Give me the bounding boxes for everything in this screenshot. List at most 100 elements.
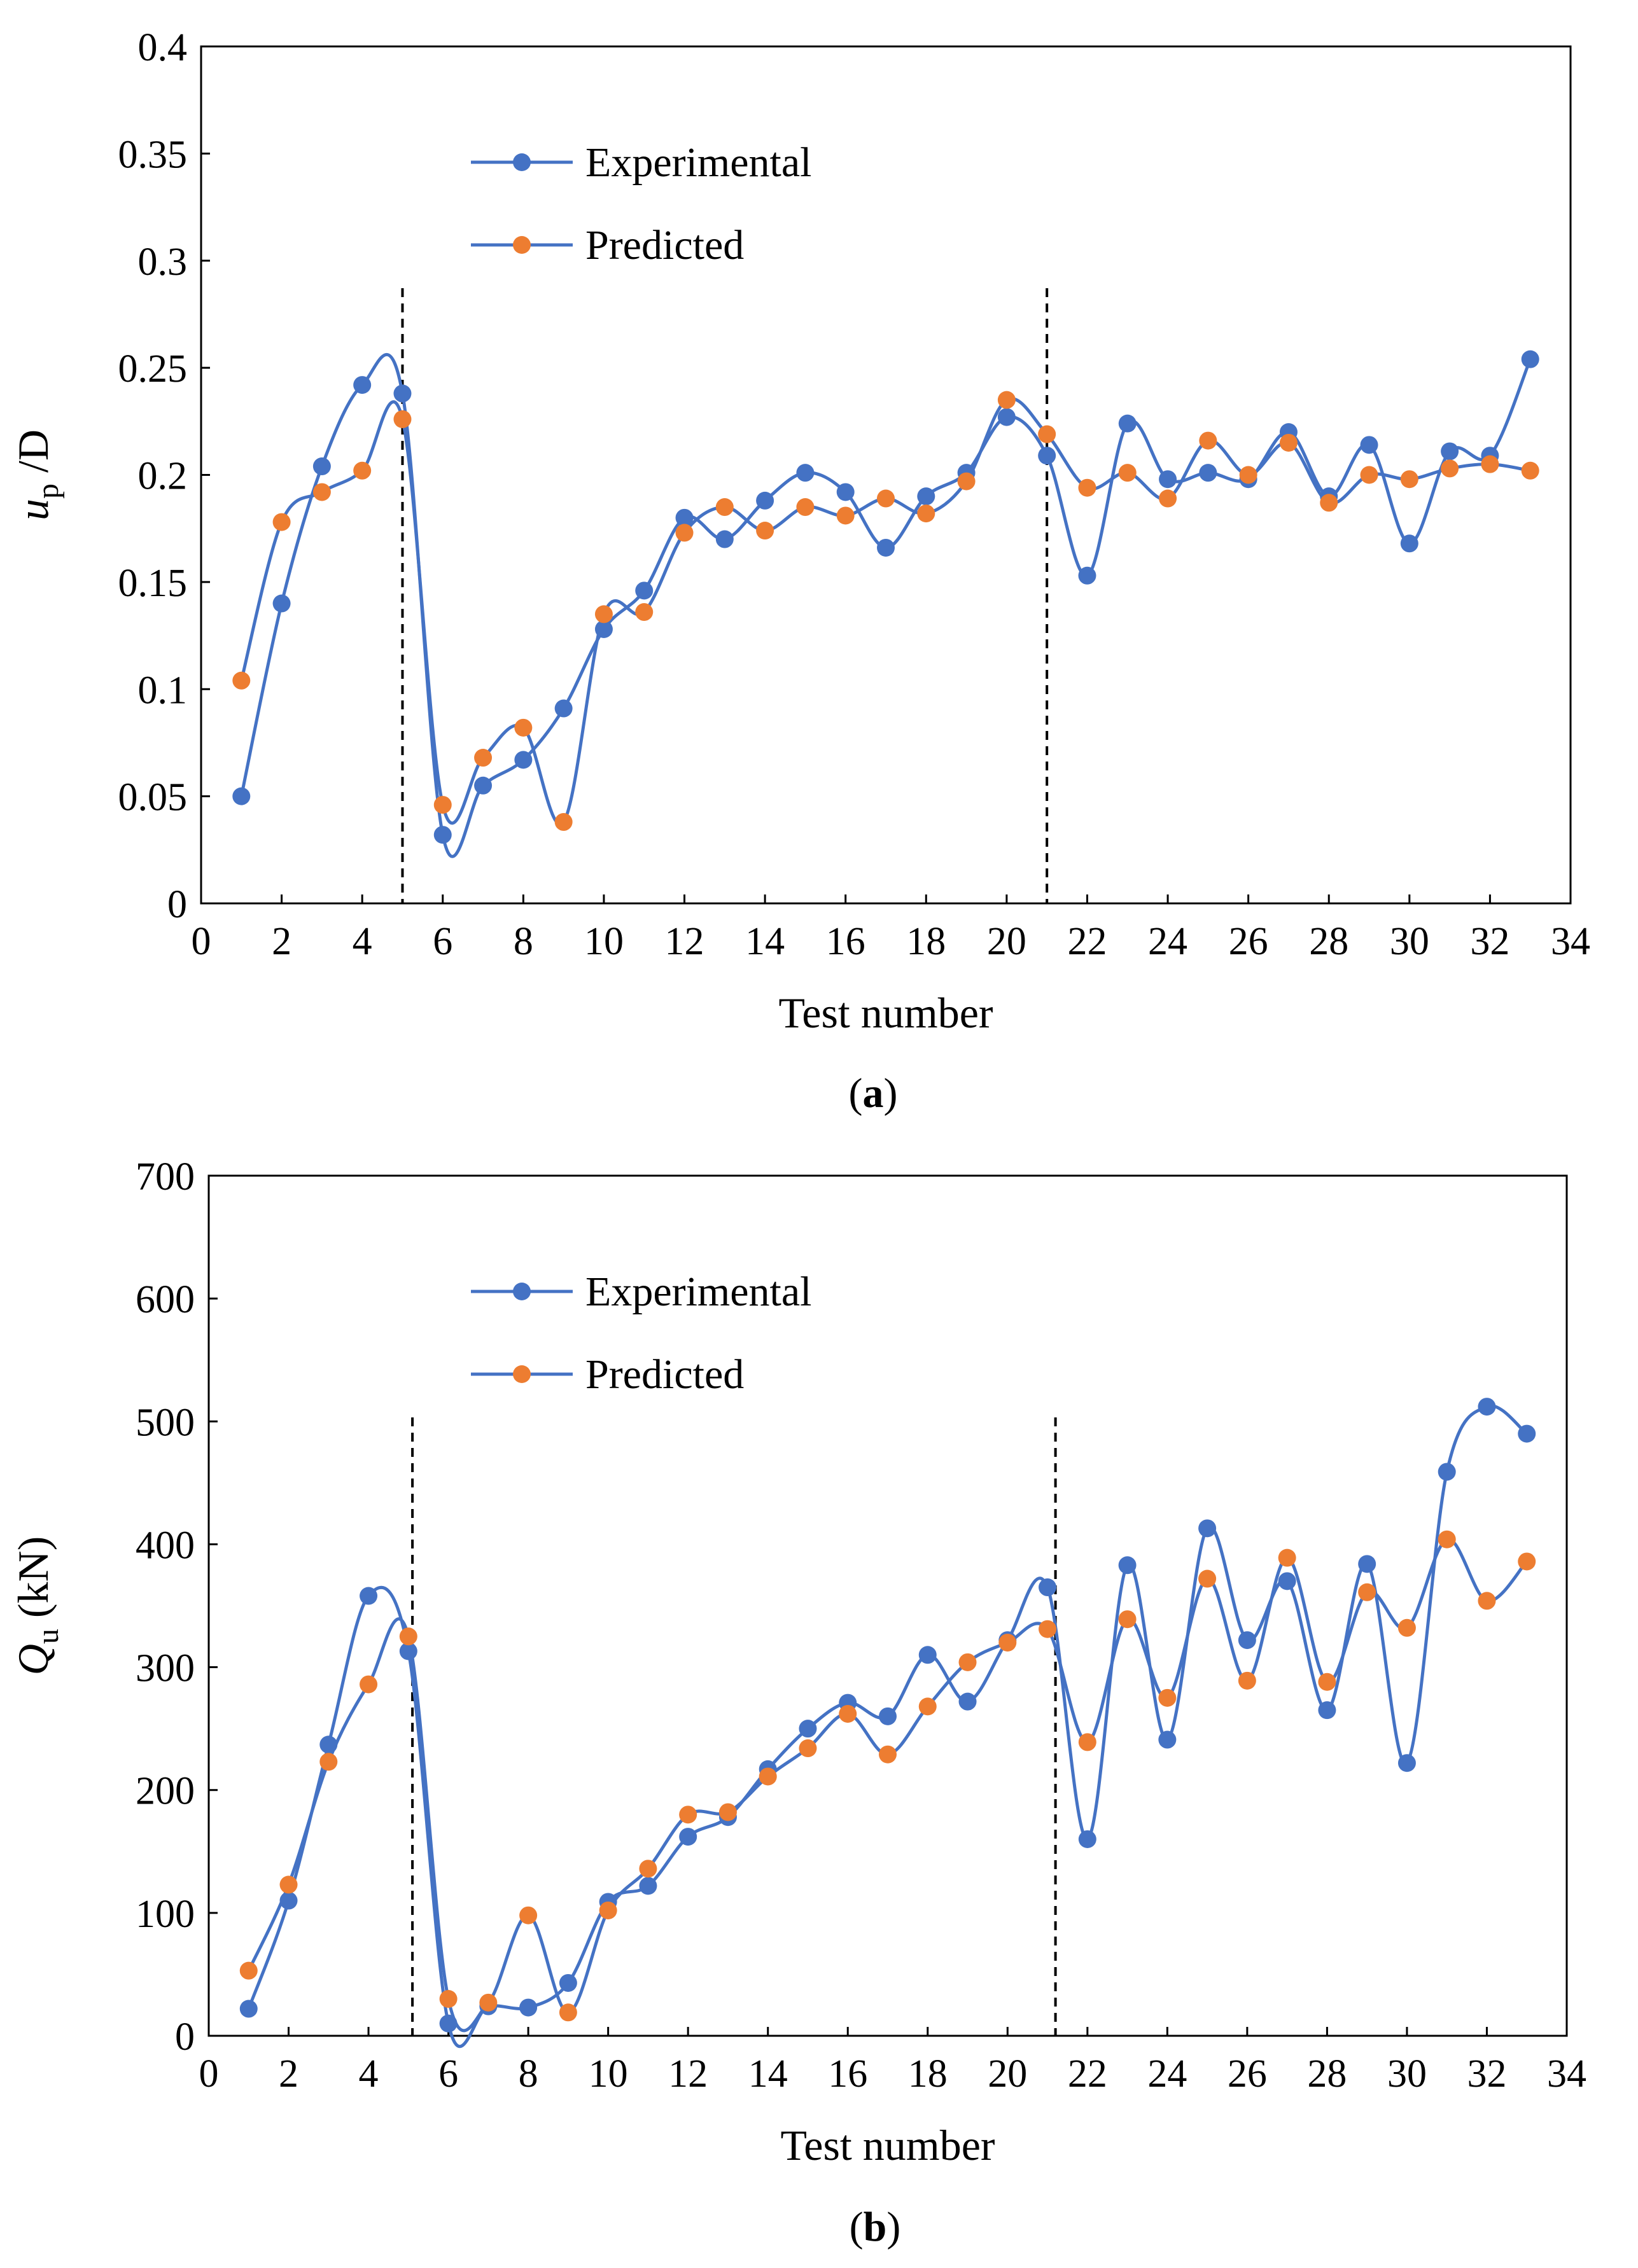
x-tick-label: 20: [987, 920, 1026, 963]
data-point-experimental: [836, 483, 855, 501]
data-point-experimental: [239, 2000, 258, 2018]
x-tick-label: 8: [514, 920, 533, 963]
y-tick-label: 0.4: [138, 26, 188, 69]
y-axis-title: up /D: [9, 429, 65, 520]
data-point-experimental: [635, 581, 654, 600]
data-point-experimental: [393, 384, 412, 403]
data-point-predicted: [679, 1805, 697, 1824]
data-point-predicted: [1521, 461, 1539, 480]
data-point-experimental: [559, 1973, 577, 1992]
x-tick-label: 10: [584, 920, 624, 963]
legend-label: Predicted: [585, 222, 744, 268]
data-point-experimental: [1360, 436, 1378, 454]
legend-marker: [513, 1283, 531, 1300]
data-point-predicted: [1078, 1733, 1096, 1751]
data-point-predicted: [796, 498, 815, 517]
x-tick-label: 30: [1387, 2052, 1427, 2096]
data-point-experimental: [1039, 1578, 1057, 1597]
data-point-predicted: [594, 605, 613, 623]
x-tick-label: 0: [192, 920, 211, 963]
data-point-predicted: [232, 671, 251, 690]
y-axis-suffix: /D: [9, 429, 57, 484]
data-point-experimental: [675, 508, 694, 527]
y-axis-subscript: p: [31, 484, 65, 499]
data-point-predicted: [1518, 1552, 1536, 1571]
data-point-predicted: [1481, 455, 1499, 473]
data-point-predicted: [393, 410, 412, 428]
y-axis-title: Qu (kN): [9, 1536, 65, 1676]
data-point-predicted: [559, 2003, 577, 2022]
y-tick-label: 0: [175, 2015, 195, 2059]
data-point-experimental: [1441, 442, 1459, 461]
y-tick-label: 0.25: [118, 347, 188, 391]
y-axis-symbol: Q: [9, 1644, 57, 1675]
data-point-predicted: [1158, 1688, 1177, 1707]
data-point-predicted: [353, 461, 372, 480]
legend-label: Experimental: [585, 1269, 812, 1315]
x-tick-label: 28: [1309, 920, 1348, 963]
data-point-predicted: [1118, 464, 1137, 482]
data-point-predicted: [1400, 470, 1418, 489]
data-point-predicted: [479, 1993, 498, 2012]
data-point-experimental: [679, 1828, 697, 1846]
plot-area-frame: [207, 1174, 1568, 2037]
data-point-experimental: [1038, 447, 1056, 465]
data-point-experimental: [958, 1692, 977, 1711]
panel-label-letter: a: [863, 1070, 884, 1117]
y-tick-label: 0.15: [118, 562, 188, 605]
data-point-experimental: [1318, 1701, 1336, 1720]
data-point-experimental: [918, 1646, 937, 1664]
x-axis-title: Test number: [778, 989, 993, 1037]
panel-a-chart: 0 2 4 6 8 10 12 14 16 18 20 22 24 26 28 30 32 3400.050.10…: [9, 26, 1590, 1117]
data-point-predicted: [319, 1753, 338, 1771]
x-tick-label: 8: [519, 2052, 538, 2096]
data-point-predicted: [1320, 494, 1338, 512]
data-point-predicted: [918, 1697, 937, 1716]
y-tick-label: 0.05: [118, 776, 188, 819]
x-tick-label: 20: [988, 2052, 1027, 2096]
data-point-predicted: [839, 1704, 857, 1723]
data-point-experimental: [1078, 1830, 1096, 1848]
data-point-experimental: [433, 826, 452, 844]
data-point-predicted: [917, 504, 935, 523]
data-point-predicted: [519, 1906, 538, 1924]
y-axis-suffix: (kN): [9, 1536, 57, 1629]
data-point-predicted: [1278, 1548, 1296, 1567]
data-point-experimental: [1078, 566, 1096, 585]
data-point-predicted: [879, 1745, 897, 1764]
x-tick-label: 34: [1551, 920, 1590, 963]
data-point-experimental: [272, 594, 291, 613]
panel-label-close: ): [886, 2204, 900, 2250]
data-point-experimental: [796, 464, 815, 482]
data-point-predicted: [1478, 1592, 1496, 1610]
x-tick-label: 16: [826, 920, 865, 963]
data-point-experimental: [1478, 1398, 1496, 1416]
x-tick-label: 32: [1470, 920, 1509, 963]
series-line-predicted: [239, 397, 1531, 826]
x-tick-label: 18: [908, 2052, 948, 2096]
data-point-experimental: [514, 751, 533, 769]
data-point-predicted: [312, 483, 331, 501]
data-point-predicted: [554, 813, 573, 831]
x-tick-label: 26: [1229, 920, 1268, 963]
x-tick-label: 32: [1467, 2052, 1506, 2096]
data-point-experimental: [519, 1998, 538, 2017]
data-point-experimental: [715, 530, 734, 548]
data-point-predicted: [360, 1675, 378, 1694]
data-point-experimental: [1521, 350, 1539, 368]
data-point-experimental: [1198, 1519, 1217, 1538]
data-point-predicted: [1438, 1530, 1456, 1548]
x-tick-label: 22: [1068, 2052, 1107, 2096]
data-point-experimental: [1400, 534, 1418, 553]
y-tick-label: 400: [136, 1524, 195, 1567]
panel-label-close: ): [884, 1070, 898, 1117]
panel-label: (b): [850, 2204, 901, 2250]
data-point-experimental: [312, 457, 331, 476]
data-point-predicted: [1318, 1673, 1336, 1691]
data-point-predicted: [1159, 489, 1177, 508]
data-point-predicted: [1360, 466, 1378, 484]
data-point-experimental: [232, 787, 251, 805]
data-point-predicted: [836, 506, 855, 525]
data-point-predicted: [1279, 433, 1298, 452]
data-point-predicted: [998, 1633, 1017, 1652]
